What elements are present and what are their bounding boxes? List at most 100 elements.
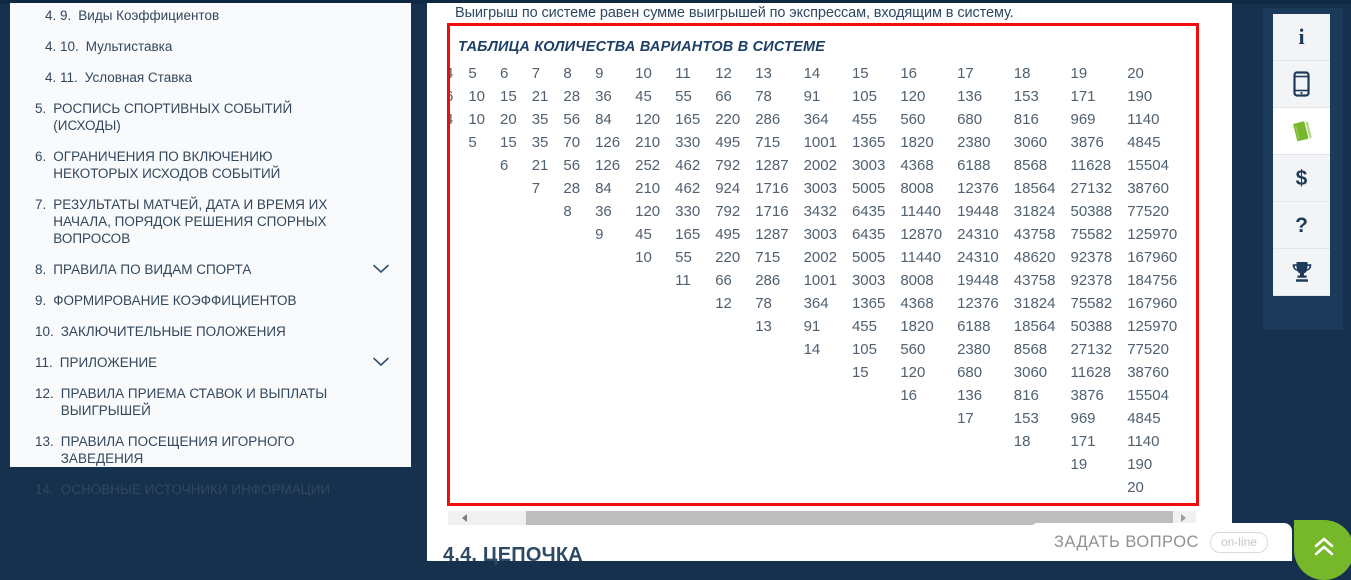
table-cell: 35 — [531, 134, 549, 151]
table-cell — [1071, 476, 1128, 499]
table-row: 5 15 35 70 126 210 330 495 715 1001 1365 1820 2380 30… — [450, 131, 1192, 154]
ask-question-button[interactable]: ЗАДАТЬ ВОПРОС on-line — [1030, 523, 1292, 561]
table-cell: 2002 — [803, 157, 837, 174]
dollar-icon: $ — [1295, 166, 1308, 190]
table-cell: 36 — [595, 203, 612, 220]
table-cell: 12376 — [957, 180, 999, 197]
table-cell: 55 — [675, 88, 692, 105]
ask-question-label: ЗАДАТЬ ВОПРОС — [1054, 532, 1199, 551]
table-cell — [532, 338, 564, 361]
table-cell — [804, 361, 852, 384]
page-top-edge — [0, 0, 1351, 4]
table-cell — [563, 384, 595, 407]
table-cell — [635, 430, 675, 453]
sidebar-item-12[interactable]: 12. ПРАВИЛА ПРИЕМА СТАВОК И ВЫПЛАТЫ ВЫИГ… — [35, 385, 395, 419]
table-cell: 19448 — [957, 203, 999, 220]
table-row: 11 66 286 1001 3003 8008 19448 43758 92378 184756 — [450, 269, 1192, 292]
sidebar-item-6[interactable]: 6. ОГРАНИЧЕНИЯ ПО ВКЛЮЧЕНИЮ НЕКОТОРЫХ ИС… — [35, 148, 395, 182]
question-icon: ? — [1295, 213, 1308, 237]
table-cell — [450, 292, 468, 315]
table-cell: 252 — [635, 157, 661, 174]
table-cell: 11 — [675, 65, 691, 82]
sidebar-item-label: РЕЗУЛЬТАТЫ МАТЧЕЙ, ДАТА И ВРЕМЯ ИХ НАЧАЛ… — [53, 197, 328, 246]
table-cell — [715, 407, 755, 430]
scroll-right-arrow-icon[interactable] — [1181, 514, 1186, 522]
table-cell: 9 — [595, 65, 604, 82]
sidebar-item-11[interactable]: 11. ПРИЛОЖЕНИЕ — [35, 354, 395, 371]
horizontal-scrollbar[interactable] — [448, 511, 1196, 525]
sidebar-item-4-11[interactable]: 4. 11. Условная Ставка — [35, 69, 395, 86]
sidebar-item-10[interactable]: 10. ЗАКЛЮЧИТЕЛЬНЫЕ ПОЛОЖЕНИЯ — [35, 323, 395, 340]
sidebar-item-13[interactable]: 13. ПРАВИЛА ПОСЕЩЕНИЯ ИГОРНОГО ЗАВЕДЕНИЯ — [35, 433, 395, 467]
table-cell: 364 — [803, 295, 829, 312]
sidebar-item-8[interactable]: 8. ПРАВИЛА ПО ВИДАМ СПОРТА — [35, 261, 395, 278]
table-cell: 2380 — [957, 134, 991, 151]
table-cell: 680 — [957, 111, 983, 128]
table-cell — [675, 430, 715, 453]
table-cell: 3432 — [803, 203, 837, 220]
scroll-left-arrow-icon[interactable] — [462, 514, 467, 522]
scroll-to-top-button[interactable] — [1294, 520, 1351, 580]
scrollbar-thumb[interactable] — [526, 511, 1173, 525]
table-cell: 77520 — [1127, 341, 1169, 358]
table-cell: 77520 — [1127, 203, 1169, 220]
chevron-down-icon[interactable] — [373, 264, 389, 274]
table-cell: 210 — [635, 180, 661, 197]
table-cell — [563, 361, 595, 384]
rail-button-tournaments[interactable] — [1273, 249, 1330, 296]
table-cell — [500, 453, 532, 476]
sidebar-item-7[interactable]: 7. РЕЗУЛЬТАТЫ МАТЧЕЙ, ДАТА И ВРЕМЯ ИХ НА… — [35, 196, 395, 247]
table-cell — [500, 338, 532, 361]
sidebar-item-label: ПРАВИЛА ПО ВИДАМ СПОРТА — [53, 262, 252, 277]
sidebar-item-4-10[interactable]: 4. 10. Мультиставка — [35, 38, 395, 55]
table-cell: 1140 — [1127, 433, 1160, 450]
table-cell — [563, 269, 595, 292]
sidebar-item-14[interactable]: 14. ОСНОВНЫЕ ИСТОЧНИКИ ИНФОРМАЦИИ — [35, 481, 395, 498]
table-cell: 27132 — [1070, 341, 1113, 358]
table-cell — [635, 338, 675, 361]
rail-button-info[interactable]: i — [1273, 14, 1330, 61]
table-cell — [900, 476, 957, 499]
table-cell: 17 — [957, 65, 974, 82]
rail-button-mobile[interactable] — [1273, 61, 1330, 108]
double-chevron-up-icon — [1314, 537, 1334, 555]
table-cell: 924 — [715, 180, 741, 197]
rail-button-payments[interactable]: $ — [1273, 155, 1330, 202]
sidebar-item-label: ОГРАНИЧЕНИЯ ПО ВКЛЮЧЕНИЮ НЕКОТОРЫХ ИСХОД… — [53, 149, 281, 181]
table-cell — [468, 292, 500, 315]
sidebar-item-9[interactable]: 9. ФОРМИРОВАНИЕ КОЭФФИЦИЕНТОВ — [35, 292, 395, 309]
sidebar-item-label: ПРАВИЛА ПОСЕЩЕНИЯ ИГОРНОГО ЗАВЕДЕНИЯ — [60, 434, 295, 466]
rules-nav-sidebar: 4. 9. Виды Коэффициентов 4. 10. Мультист… — [10, 3, 411, 497]
table-cell — [532, 430, 564, 453]
table-cell — [450, 384, 468, 407]
table-cell — [635, 269, 675, 292]
system-table-title: ТАБЛИЦА КОЛИЧЕСТВА ВАРИАНТОВ В СИСТЕМЕ — [458, 39, 826, 55]
table-cell: 15 — [500, 134, 517, 151]
table-row: 9 45 165 495 1287 3003 6435 12870 24310 43758 7558… — [450, 223, 1192, 246]
rail-button-rules-book[interactable] — [1273, 108, 1330, 155]
sidebar-item-number: 4. 9. — [45, 8, 72, 23]
sidebar-item-4-9[interactable]: 4. 9. Виды Коэффициентов — [35, 7, 395, 24]
table-cell: 5005 — [851, 249, 886, 266]
sidebar-item-5[interactable]: 5. РОСПИСЬ СПОРТИВНЫХ СОБЫТИЙ (ИСХОДЫ) — [35, 100, 395, 134]
table-cell — [675, 338, 715, 361]
rail-button-help[interactable]: ? — [1273, 202, 1330, 249]
table-cell — [450, 131, 468, 154]
table-cell — [532, 361, 564, 384]
table-cell: 286 — [755, 272, 781, 289]
table-cell — [468, 177, 500, 200]
table-cell — [500, 407, 532, 430]
table-cell — [852, 453, 900, 476]
sidebar-item-label: РОСПИСЬ СПОРТИВНЫХ СОБЫТИЙ (ИСХОДЫ) — [53, 101, 293, 133]
table-cell: 6 — [450, 85, 468, 108]
table-cell: 11 — [675, 272, 691, 289]
chevron-down-icon[interactable] — [373, 357, 389, 367]
table-cell: 35 — [531, 111, 549, 128]
table-cell — [635, 407, 675, 430]
table-cell: 12 — [715, 65, 732, 82]
table-cell — [852, 476, 900, 499]
table-cell: 13 — [755, 65, 772, 82]
table-cell — [500, 361, 532, 384]
table-cell — [1014, 476, 1071, 499]
table-cell — [852, 430, 900, 453]
